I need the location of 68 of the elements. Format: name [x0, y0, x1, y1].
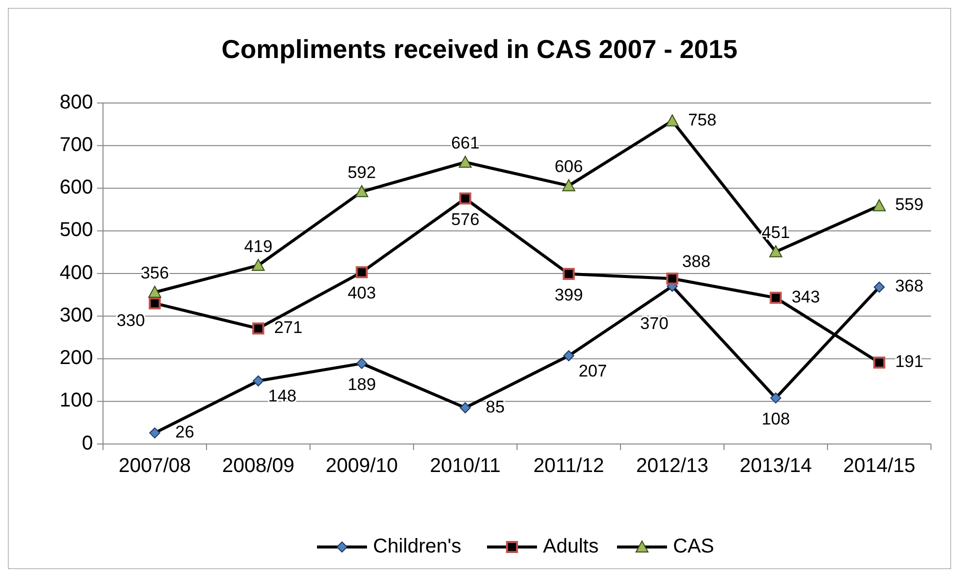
y-tick-label: 0 [82, 432, 93, 454]
point [148, 286, 162, 298]
point [459, 192, 472, 204]
point [666, 114, 679, 126]
data-label: 403 [348, 284, 376, 303]
data-label: 356 [140, 264, 169, 283]
data-label: 108 [762, 409, 790, 428]
data-label: 148 [268, 386, 296, 406]
data-label: 419 [244, 236, 272, 256]
data-label: 451 [762, 223, 790, 242]
data-label: 191 [895, 352, 924, 372]
point [666, 272, 678, 285]
y-tick-label: 200 [60, 347, 93, 370]
point [355, 185, 368, 198]
point [252, 375, 264, 386]
x-tick-label: 2012/13 [636, 455, 708, 477]
data-label: 368 [895, 276, 924, 296]
y-tick-label: 400 [60, 262, 93, 284]
data-label: 343 [792, 287, 820, 306]
y-tick-label: 700 [60, 134, 93, 156]
data-label: 606 [554, 157, 583, 176]
point [252, 322, 264, 334]
point [874, 282, 885, 293]
data-label: 592 [348, 163, 376, 182]
chart-title: Compliments received in CAS 2007 - 2015 [222, 34, 738, 64]
x-tick-label: 2014/15 [843, 455, 916, 477]
y-tick-label: 500 [60, 219, 93, 242]
point [872, 199, 886, 212]
point [458, 156, 472, 168]
legend-label: Adults [543, 535, 599, 558]
data-label: 271 [274, 318, 302, 337]
x-tick-label: 2010/11 [430, 455, 501, 477]
data-label: 758 [688, 110, 716, 130]
data-label: 399 [554, 285, 583, 304]
data-label: 189 [348, 374, 376, 394]
y-tick-label: 100 [60, 390, 93, 412]
point [769, 245, 782, 258]
data-label: 207 [578, 361, 607, 380]
x-tick-label: 2011/12 [533, 455, 604, 477]
data-label: 576 [451, 210, 480, 229]
data-label: 661 [451, 134, 480, 153]
y-tick-label: 800 [60, 91, 93, 114]
point [562, 268, 575, 280]
point [563, 350, 574, 362]
x-tick-label: 2008/09 [222, 455, 294, 477]
x-tick-label: 2013/14 [740, 455, 812, 477]
legend-label: CAS [673, 535, 714, 558]
y-tick-label: 600 [60, 176, 93, 199]
point [770, 392, 782, 404]
point [770, 292, 782, 304]
point [148, 297, 161, 310]
point [356, 358, 368, 369]
point [873, 356, 886, 369]
data-label: 330 [116, 310, 145, 330]
point [356, 266, 368, 278]
point [460, 402, 471, 414]
data-label: 559 [895, 195, 924, 214]
data-label: 388 [682, 252, 710, 272]
legend-label: Children's [373, 535, 462, 558]
point [149, 427, 160, 438]
point [562, 179, 576, 192]
x-tick-label: 2009/10 [326, 455, 398, 477]
point [252, 258, 265, 271]
data-label: 370 [640, 314, 668, 333]
x-tick-label: 2007/08 [118, 455, 191, 477]
y-tick-label: 300 [60, 304, 93, 326]
data-label: 85 [486, 397, 505, 416]
data-label: 26 [175, 422, 194, 442]
